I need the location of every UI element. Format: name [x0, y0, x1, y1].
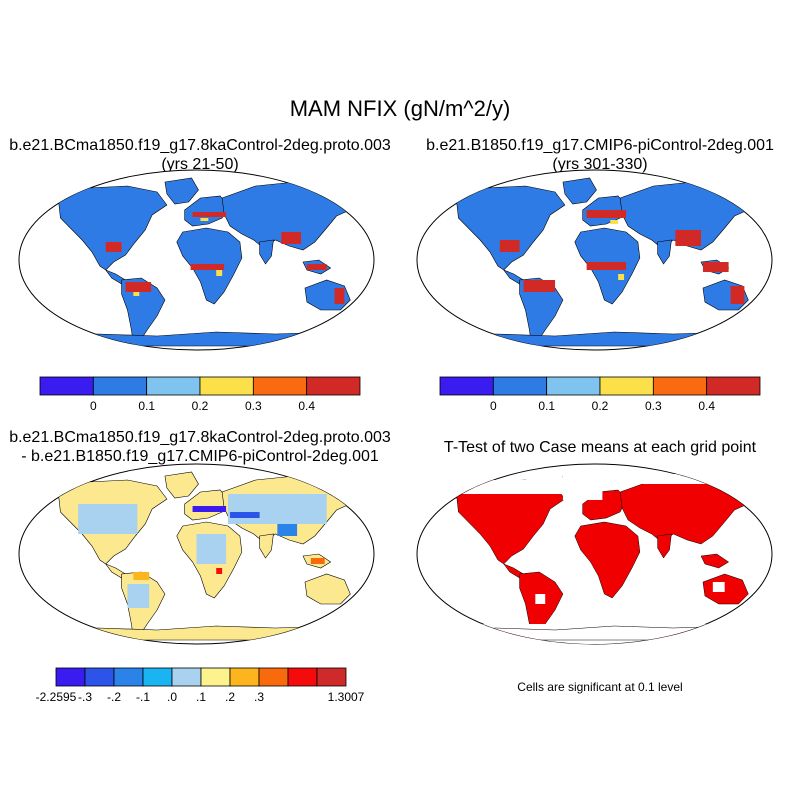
case2-colorbar-swatch — [439, 376, 494, 396]
diff-colorbar-tick-label: -2.2595 — [36, 690, 77, 704]
case2-colorbar-swatch — [706, 376, 761, 396]
case1-colorbar-swatch — [39, 376, 94, 396]
case1-map — [18, 169, 375, 351]
diff-map — [18, 463, 375, 645]
ttest-title: T-Test of two Case means at each grid po… — [443, 439, 757, 456]
diff-colorbar-swatch — [84, 667, 115, 687]
diff-title-line1: b.e21.BCma1850.f19_g17.8kaControl-2deg.p… — [9, 429, 391, 446]
case1-colorbar-swatch — [199, 376, 254, 396]
case2-hotspots — [499, 210, 745, 304]
case1-colorbar-tick-label: 0 — [90, 399, 97, 413]
case1-colorbar-tick-label: 0.3 — [245, 399, 262, 413]
diff-colorbar-swatch — [171, 667, 202, 687]
case2-colorbar-swatch — [546, 376, 601, 396]
case2-colorbar-tick-label: 0.1 — [538, 399, 555, 413]
case1-colorbar-swatch — [146, 376, 201, 396]
diff-colorbar-tick-label: .1 — [196, 690, 206, 704]
case2-colorbar-swatch — [492, 376, 548, 396]
diff-colorbar-swatch — [113, 667, 144, 687]
diff-title-line2: - b.e21.B1850.f19_g17.CMIP6-piControl-2d… — [21, 448, 379, 465]
figure-title: MAM NFIX (gN/m^2/y) — [289, 96, 511, 121]
diff-colorbar-tick-label: .0 — [167, 690, 177, 704]
case1-title-line1: b.e21.BCma1850.f19_g17.8kaControl-2deg.p… — [9, 137, 391, 154]
diff-colorbar-tick-label: .3 — [254, 690, 264, 704]
ttest-note: Cells are significant at 0.1 level — [517, 680, 683, 694]
diff-colorbar-swatch — [258, 667, 289, 687]
diff-title: b.e21.BCma1850.f19_g17.8kaControl-2deg.p… — [0, 428, 400, 466]
case1-title: b.e21.BCma1850.f19_g17.8kaControl-2deg.p… — [0, 136, 400, 174]
case2-colorbar-tick-label: 0 — [490, 399, 497, 413]
diff-positive-patches — [133, 558, 325, 580]
diff-colorbar-swatch — [229, 667, 260, 687]
diff-colorbar-tick-label: -.2 — [107, 690, 121, 704]
diff-colorbar-swatch — [55, 667, 86, 687]
case2-colorbar-tick-label: 0.2 — [592, 399, 609, 413]
diff-colorbar-tick-label: .2 — [225, 690, 235, 704]
case2-colorbar-swatch — [599, 376, 654, 396]
case2-title-line1: b.e21.B1850.f19_g17.CMIP6-piControl-2deg… — [426, 137, 774, 154]
case1-colorbar-swatch — [306, 376, 361, 396]
case1-colorbar: 0 0.1 0.2 0.3 0.4 — [39, 376, 361, 413]
case1-colorbar-swatch — [92, 376, 148, 396]
diff-negative-patches — [78, 494, 327, 608]
case2-colorbar-tick-label: 0.3 — [645, 399, 662, 413]
case1-hotspots — [105, 212, 345, 304]
case1-colorbar-tick-label: 0.4 — [298, 399, 315, 413]
diff-colorbar-swatch — [287, 667, 318, 687]
case1-colorbar-tick-label: 0.2 — [192, 399, 209, 413]
ttest-map — [416, 463, 773, 645]
case2-title-line2: (yrs 301-330) — [552, 156, 648, 173]
case2-title: b.e21.B1850.f19_g17.CMIP6-piControl-2deg… — [400, 136, 800, 174]
case2-colorbar-tick-label: 0.4 — [698, 399, 715, 413]
case2-colorbar-swatch — [652, 376, 708, 396]
diff-colorbar-swatch — [316, 667, 347, 687]
diff-colorbar-swatch — [142, 667, 173, 687]
case1-colorbar-tick-label: 0.1 — [138, 399, 155, 413]
case1-colorbar-swatch — [252, 376, 308, 396]
case2-map — [416, 169, 773, 351]
diff-colorbar-tick-label: -.1 — [136, 690, 150, 704]
diff-colorbar-tick-label: -.3 — [78, 690, 92, 704]
case1-title-line2: (yrs 21-50) — [161, 156, 239, 173]
diff-colorbar-swatch — [200, 667, 231, 687]
case2-colorbar: 0 0.1 0.2 0.3 0.4 — [439, 376, 761, 413]
diff-colorbar: -2.2595 -.3 -.2 -.1 .0 .1 .2 .3 1.3007 — [36, 667, 365, 704]
diff-colorbar-tick-label: 1.3007 — [328, 690, 365, 704]
